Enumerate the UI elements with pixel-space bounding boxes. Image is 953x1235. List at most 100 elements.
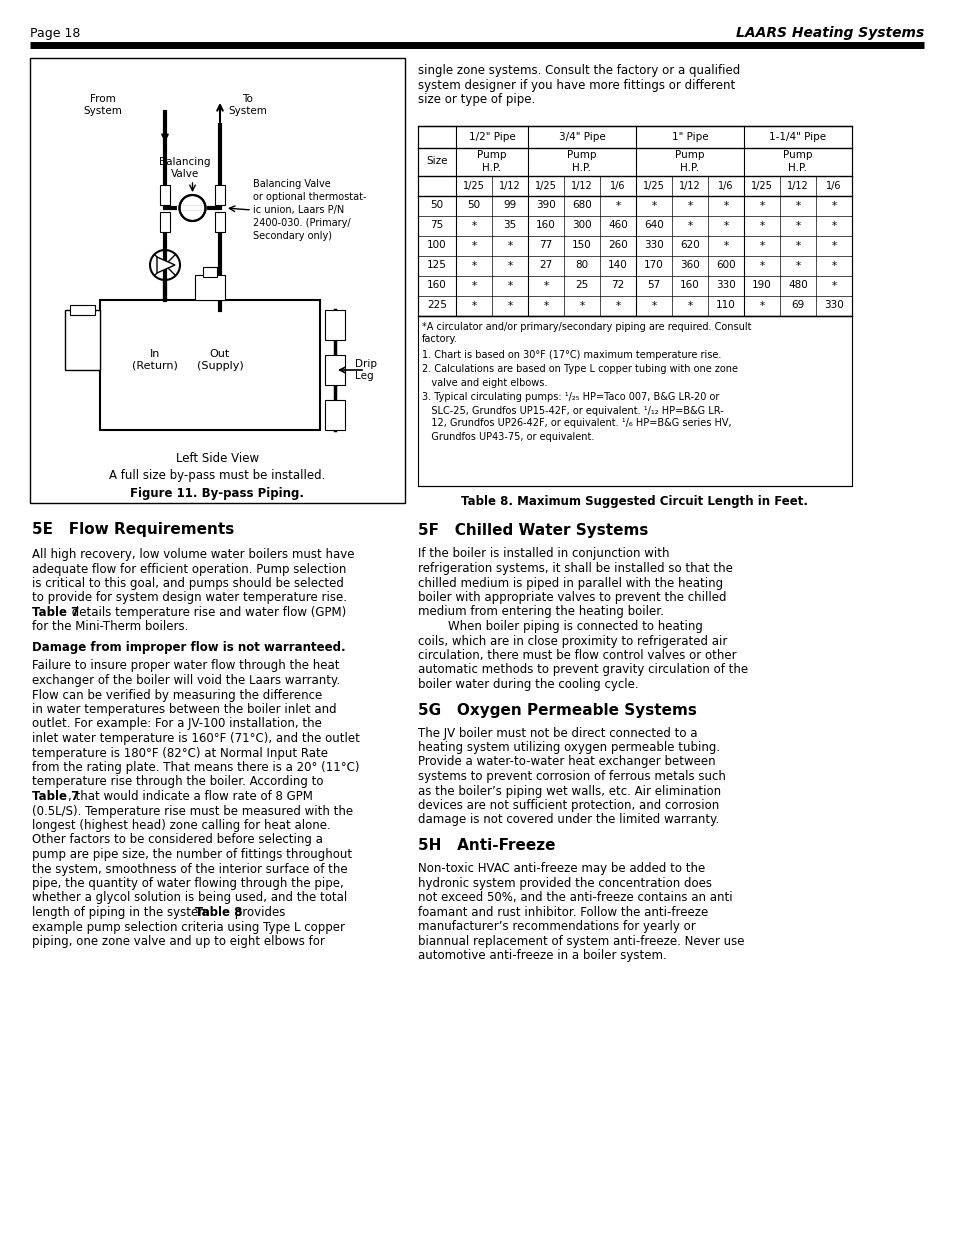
Text: *: * — [543, 300, 548, 310]
Text: *: * — [507, 280, 512, 290]
Text: *: * — [687, 221, 692, 231]
Text: Pump
H.P.: Pump H.P. — [675, 151, 704, 173]
Text: 1/25: 1/25 — [535, 180, 557, 190]
Text: Pump
H.P.: Pump H.P. — [782, 151, 812, 173]
Polygon shape — [157, 257, 174, 273]
Text: heating system utilizing oxygen permeable tubing.: heating system utilizing oxygen permeabl… — [417, 741, 720, 755]
Text: to provide for system design water temperature rise.: to provide for system design water tempe… — [32, 592, 347, 604]
Bar — [417, 315, 851, 485]
Text: biannual replacement of system anti-freeze. Never use: biannual replacement of system anti-free… — [417, 935, 743, 947]
Text: 57: 57 — [647, 280, 659, 290]
Text: 620: 620 — [679, 241, 700, 251]
Text: All high recovery, low volume water boilers must have: All high recovery, low volume water boil… — [32, 548, 355, 561]
Text: 12, Grundfos UP26-42F, or equivalent. ¹/₆ HP=B&G series HV,: 12, Grundfos UP26-42F, or equivalent. ¹/… — [421, 419, 731, 429]
Text: 5H   Anti-Freeze: 5H Anti-Freeze — [417, 839, 555, 853]
Text: 170: 170 — [643, 261, 663, 270]
Text: 160: 160 — [536, 221, 556, 231]
Text: 1/12: 1/12 — [498, 180, 520, 190]
Text: damage is not covered under the limited warranty.: damage is not covered under the limited … — [417, 814, 719, 826]
Text: 460: 460 — [607, 221, 627, 231]
Text: 1. Chart is based on 30°F (17°C) maximum temperature rise.: 1. Chart is based on 30°F (17°C) maximum… — [421, 350, 720, 359]
Text: 75: 75 — [430, 221, 443, 231]
Text: *: * — [615, 300, 619, 310]
Bar — [100, 300, 319, 430]
Text: 1/2" Pipe: 1/2" Pipe — [468, 131, 515, 142]
Text: Pump
H.P.: Pump H.P. — [476, 151, 506, 173]
Text: A full size by-pass must be installed.: A full size by-pass must be installed. — [110, 468, 325, 482]
Text: 3/4" Pipe: 3/4" Pipe — [558, 131, 605, 142]
Text: 260: 260 — [607, 241, 627, 251]
Text: *: * — [831, 261, 836, 270]
Text: chilled medium is piped in parallel with the heating: chilled medium is piped in parallel with… — [417, 577, 722, 589]
Bar — [70, 305, 95, 315]
Text: automotive anti-freeze in a boiler system.: automotive anti-freeze in a boiler syste… — [417, 948, 666, 962]
Text: 1/6: 1/6 — [610, 180, 625, 190]
Text: Figure 11. By-pass Piping.: Figure 11. By-pass Piping. — [131, 487, 304, 499]
Text: coils, which are in close proximity to refrigerated air: coils, which are in close proximity to r… — [417, 635, 726, 647]
Bar — [203, 267, 216, 277]
Text: 225: 225 — [427, 300, 446, 310]
Text: *: * — [831, 280, 836, 290]
Bar — [214, 212, 225, 232]
Bar — [30, 58, 405, 503]
Bar — [160, 212, 170, 232]
Text: manufacturer’s recommendations for yearly or: manufacturer’s recommendations for yearl… — [417, 920, 695, 932]
Text: 640: 640 — [643, 221, 663, 231]
Text: *: * — [759, 221, 763, 231]
Text: *: * — [507, 300, 512, 310]
Text: *: * — [759, 241, 763, 251]
Text: 360: 360 — [679, 261, 700, 270]
Text: Balancing
Valve: Balancing Valve — [159, 157, 211, 179]
Text: the system, smoothness of the interior surface of the: the system, smoothness of the interior s… — [32, 862, 347, 876]
Text: 69: 69 — [791, 300, 803, 310]
Text: *: * — [831, 241, 836, 251]
Text: provides: provides — [231, 906, 285, 919]
Text: adequate flow for efficient operation. Pump selection: adequate flow for efficient operation. P… — [32, 562, 346, 576]
Text: 25: 25 — [575, 280, 588, 290]
Text: 190: 190 — [751, 280, 771, 290]
Text: 1/6: 1/6 — [718, 180, 733, 190]
Bar — [194, 275, 225, 300]
Text: 50: 50 — [467, 200, 480, 210]
Text: *: * — [615, 200, 619, 210]
Text: 110: 110 — [716, 300, 735, 310]
Text: LAARS Heating Systems: LAARS Heating Systems — [735, 26, 923, 40]
Text: boiler water during the cooling cycle.: boiler water during the cooling cycle. — [417, 678, 638, 692]
Text: *: * — [651, 300, 656, 310]
Text: refrigeration systems, it shall be installed so that the: refrigeration systems, it shall be insta… — [417, 562, 732, 576]
Text: Grundfos UP43-75, or equivalent.: Grundfos UP43-75, or equivalent. — [421, 431, 594, 441]
Bar — [214, 185, 225, 205]
Text: whether a glycol solution is being used, and the total: whether a glycol solution is being used,… — [32, 892, 347, 904]
Text: Out
(Supply): Out (Supply) — [196, 350, 243, 370]
Text: Failure to insure proper water flow through the heat: Failure to insure proper water flow thro… — [32, 659, 339, 673]
Text: temperature is 180°F (82°C) at Normal Input Rate: temperature is 180°F (82°C) at Normal In… — [32, 746, 328, 760]
Text: 50: 50 — [430, 200, 443, 210]
Text: *: * — [578, 300, 584, 310]
Text: 680: 680 — [572, 200, 591, 210]
Text: SLC-25, Grundfos UP15-42F, or equivalent. ¹/₁₂ HP=B&G LR-: SLC-25, Grundfos UP15-42F, or equivalent… — [421, 405, 723, 415]
Text: 77: 77 — [538, 241, 552, 251]
Text: Left Side View: Left Side View — [175, 452, 259, 464]
Text: If the boiler is installed in conjunction with: If the boiler is installed in conjunctio… — [417, 547, 669, 561]
Text: 150: 150 — [572, 241, 591, 251]
Text: *: * — [722, 241, 728, 251]
Text: factory.: factory. — [421, 335, 457, 345]
Text: *: * — [722, 221, 728, 231]
Text: 390: 390 — [536, 200, 556, 210]
Text: *: * — [831, 221, 836, 231]
Text: 330: 330 — [716, 280, 735, 290]
Text: 1/6: 1/6 — [825, 180, 841, 190]
Text: 1/12: 1/12 — [786, 180, 808, 190]
Text: pump are pipe size, the number of fittings throughout: pump are pipe size, the number of fittin… — [32, 848, 352, 861]
Text: Balancing Valve
or optional thermostat-
ic union, Laars P/N
2400-030. (Primary/
: Balancing Valve or optional thermostat- … — [253, 179, 366, 241]
Text: , that would indicate a flow rate of 8 GPM: , that would indicate a flow rate of 8 G… — [68, 790, 313, 803]
Text: foamant and rust inhibitor. Follow the anti-freeze: foamant and rust inhibitor. Follow the a… — [417, 905, 707, 919]
Text: *: * — [471, 280, 476, 290]
Text: To
System: To System — [229, 94, 267, 116]
Text: *: * — [759, 300, 763, 310]
Text: *: * — [651, 200, 656, 210]
Text: boiler with appropriate valves to prevent the chilled: boiler with appropriate valves to preven… — [417, 592, 726, 604]
Text: as the boiler’s piping wet walls, etc. Air elimination: as the boiler’s piping wet walls, etc. A… — [417, 784, 720, 798]
Text: *: * — [471, 300, 476, 310]
Text: Table 7: Table 7 — [32, 790, 79, 803]
